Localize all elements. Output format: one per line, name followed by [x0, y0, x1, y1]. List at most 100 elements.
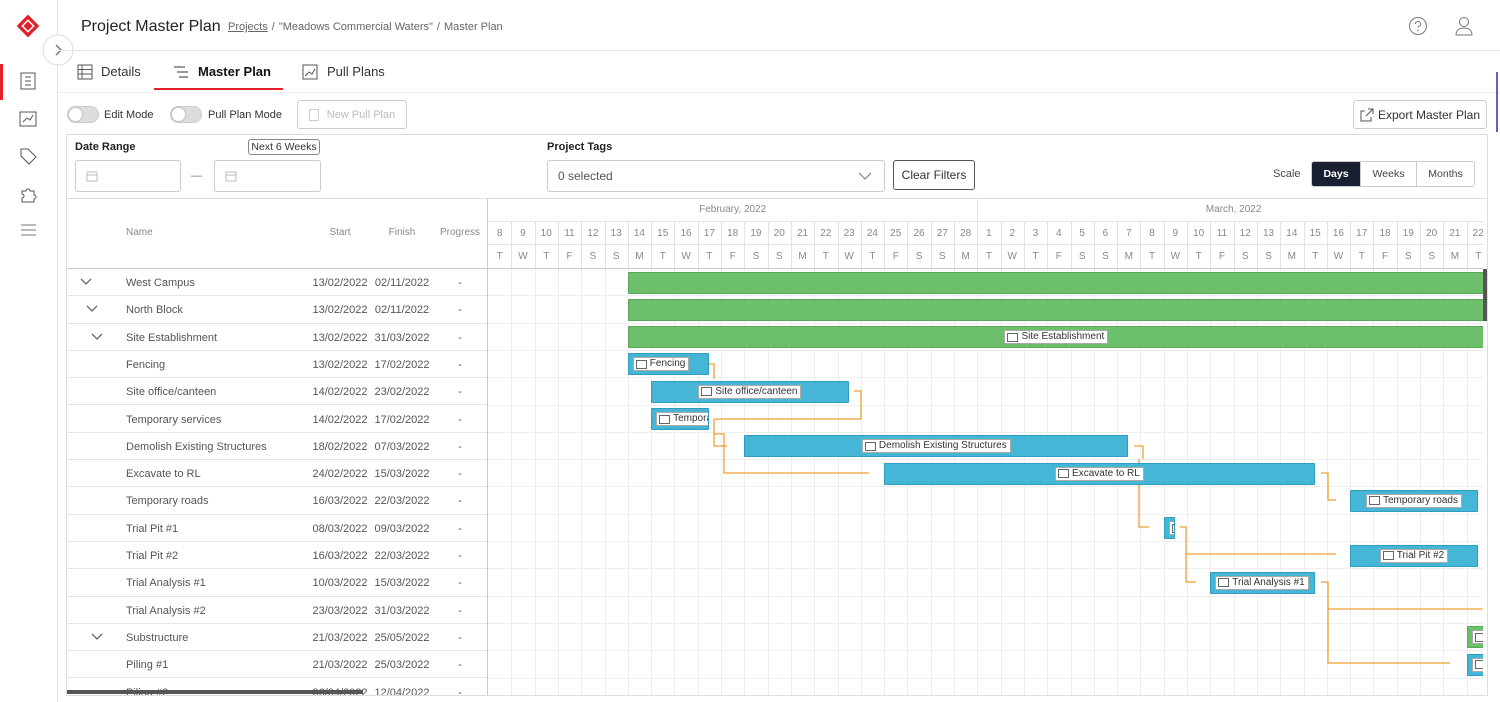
bar-label: Temporary services	[656, 412, 708, 426]
grid-row[interactable]: Site office/canteen 14/02/2022 23/02/2022 -	[67, 378, 487, 406]
task-bar[interactable]: Trial Pit #2	[1350, 544, 1478, 567]
nav-tags[interactable]	[19, 147, 37, 165]
new-pull-plan[interactable]: New Pull Plan	[297, 100, 407, 129]
task-bar[interactable]: Excavate to RL	[884, 462, 1315, 485]
grid-row[interactable]: Trial Pit #1 08/03/2022 09/03/2022 -	[67, 515, 487, 542]
task-bar[interactable]: Piling #1	[1466, 653, 1483, 676]
grid-row[interactable]: Temporary services 14/02/2022 17/02/2022 -	[67, 406, 487, 433]
day-number: 14	[633, 228, 645, 239]
nav-menu[interactable]	[20, 222, 38, 238]
bar-label: Trial Pit #1	[1168, 521, 1174, 536]
day-number: 5	[1079, 228, 1085, 239]
column-header: Finish	[388, 227, 416, 238]
pull-toggle[interactable]	[170, 106, 202, 123]
v-scrollbar[interactable]	[1483, 269, 1487, 321]
day-divider	[1140, 221, 1142, 268]
grid-row[interactable]: Piling #1 21/03/2022 25/03/2022 -	[67, 651, 487, 679]
task-bar[interactable]: Fencing	[627, 353, 709, 376]
grid-row[interactable]: Trial Analysis #2 23/03/2022 31/03/2022 -	[67, 597, 487, 624]
user-icon[interactable]	[1454, 15, 1474, 37]
grid-row[interactable]: Substructure 21/03/2022 25/05/2022 -	[67, 624, 487, 652]
row-gridline	[488, 677, 1483, 679]
grid-row[interactable]: Trial Analysis #1 10/03/2022 15/03/2022 -	[67, 569, 487, 597]
grid-row[interactable]: Demolish Existing Structures 18/02/2022 07…	[67, 433, 487, 461]
bar-label: Piling #1	[1471, 657, 1483, 672]
day-number: 8	[496, 228, 503, 239]
expand-chevron[interactable]	[91, 633, 103, 641]
task-bar[interactable]: Trial Analysis #1	[1210, 571, 1315, 594]
date-input[interactable]	[75, 160, 181, 192]
day-divider	[1326, 221, 1328, 268]
breadcrumb: Projects / "Meadows Commercial Waters" /…	[228, 21, 503, 33]
preset[interactable]: Next 6 Weeks	[248, 139, 320, 155]
day-number: 16	[680, 228, 692, 239]
day-number: 17	[1356, 228, 1368, 239]
nav-plan[interactable]	[19, 72, 37, 90]
row-gridline	[488, 377, 1483, 379]
day-divider	[744, 221, 746, 268]
task-progress: -	[458, 659, 462, 672]
day-divider	[1023, 221, 1025, 268]
grid-row[interactable]: Trial Pit #2 16/03/2022 22/03/2022 -	[67, 542, 487, 570]
summary-bar[interactable]	[627, 271, 1483, 294]
grid-row[interactable]: Site Establishment 13/02/2022 31/03/2022 -	[67, 324, 487, 351]
expand-chevron[interactable]	[80, 278, 92, 286]
page-title: Project Master Plan	[81, 18, 221, 35]
date-input[interactable]	[214, 160, 321, 192]
day-number: 2	[1009, 228, 1016, 239]
help-icon[interactable]	[1408, 16, 1428, 36]
day-gridline	[814, 269, 816, 695]
summary-bar[interactable]: Site Establishment	[627, 326, 1483, 349]
weekday: W	[844, 251, 854, 262]
scale-option-active[interactable]: Days	[1312, 162, 1360, 186]
task-bar[interactable]: Temporary services	[651, 408, 709, 430]
task-name: Trial Analysis #2	[126, 604, 206, 617]
weekday: T	[659, 251, 666, 262]
task-start: 24/02/2022	[312, 468, 368, 481]
day-number: 7	[1125, 228, 1132, 239]
grid-row[interactable]: West Campus 13/02/2022 02/11/2022 -	[67, 269, 487, 297]
breadcrumb-link[interactable]: Projects	[228, 21, 268, 33]
bar-label: Temporary roads	[1365, 493, 1462, 508]
bar-label-wrap: Trial Analysis #1	[1211, 575, 1314, 590]
export-button[interactable]: Export Master Plan	[1353, 100, 1487, 129]
bar-icon	[659, 414, 671, 424]
expand-chevron[interactable]	[91, 333, 103, 341]
weekday: F	[892, 251, 899, 262]
h-scrollbar[interactable]	[67, 690, 363, 694]
weekday: S	[939, 251, 946, 262]
breadcrumb-separator: /	[271, 21, 275, 33]
summary-bar[interactable]	[627, 298, 1483, 321]
expand-chevron[interactable]	[86, 305, 98, 313]
summary-bar[interactable]: Substructure	[1466, 626, 1483, 649]
task-bar[interactable]: Site office/canteen	[651, 380, 849, 403]
scale-option[interactable]: Weeks	[1360, 162, 1416, 186]
tab[interactable]: Details	[101, 64, 141, 79]
tags-select[interactable]: 0 selected	[547, 160, 885, 192]
task-bar[interactable]: Temporary roads	[1350, 489, 1478, 512]
nav-integrations[interactable]	[19, 185, 37, 203]
tab[interactable]: Pull Plans	[327, 64, 385, 79]
edit-toggle[interactable]	[67, 106, 99, 123]
task-bar[interactable]: Demolish Existing Structures	[744, 435, 1129, 458]
tab-active[interactable]: Master Plan	[198, 64, 271, 79]
grid-row[interactable]: North Block 13/02/2022 02/11/2022 -	[67, 296, 487, 324]
grid-row[interactable]: Temporary roads 16/03/2022 22/03/2022 -	[67, 487, 487, 515]
logo[interactable]	[16, 14, 40, 38]
task-finish: 09/03/2022	[374, 522, 430, 535]
filter-label: Project Tags	[547, 141, 613, 153]
clear-filters[interactable]: Clear Filters	[893, 160, 975, 190]
grid-row[interactable]: Fencing 13/02/2022 17/02/2022 -	[67, 351, 487, 379]
grid-row[interactable]: Excavate to RL 24/02/2022 15/03/2022 -	[67, 460, 487, 488]
weekday: T	[1148, 251, 1156, 262]
day-divider	[1350, 221, 1352, 268]
bar-label-text: Fencing	[649, 358, 686, 370]
nav-pull[interactable]	[19, 110, 37, 128]
task-name: Piling #1	[126, 659, 169, 672]
column-header: Start	[329, 227, 351, 238]
day-gridline	[1466, 269, 1468, 695]
task-bar[interactable]: Trial Pit #1	[1163, 517, 1175, 540]
scale-option[interactable]: Months	[1416, 162, 1474, 186]
task-name: West Campus	[126, 277, 195, 289]
day-divider	[581, 221, 583, 268]
